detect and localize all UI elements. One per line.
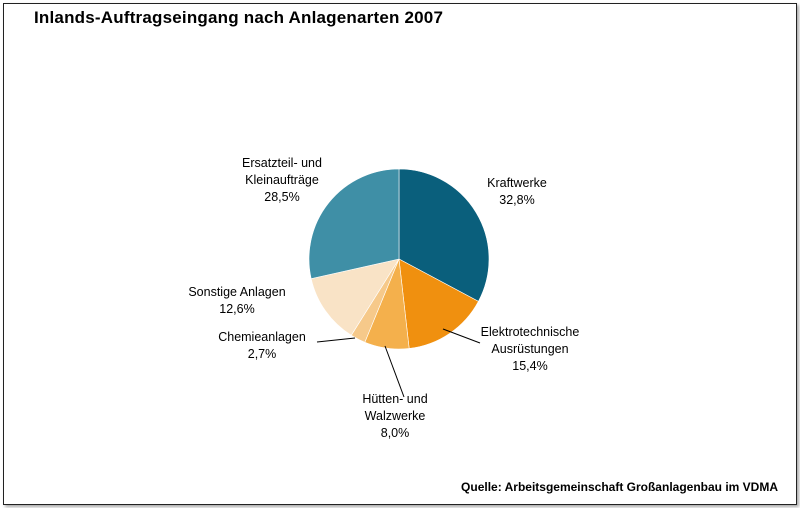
- source-note: Quelle: Arbeitsgemeinschaft Großanlagenb…: [461, 480, 778, 494]
- slice-category-label: Hütten- und: [362, 392, 427, 406]
- slice-category-label: Ersatzteil- und: [242, 156, 322, 170]
- pie-slice: [398, 168, 490, 302]
- slice-category-label: Sonstige Anlagen: [188, 285, 285, 299]
- slice-value-label: 12,6%: [219, 302, 254, 316]
- slice-value-label: 15,4%: [512, 359, 547, 373]
- slice-category-label: Chemieanlagen: [218, 330, 306, 344]
- slice-category-label: Walzwerke: [365, 409, 426, 423]
- slice-value-label: 32,8%: [499, 193, 534, 207]
- pie-slice: [308, 168, 400, 279]
- leader-line: [316, 337, 356, 343]
- chart-title: Inlands-Auftragseingang nach Anlagenarte…: [34, 8, 444, 27]
- slice-category-label: Elektrotechnische: [481, 325, 580, 339]
- pie-slice: [310, 258, 400, 336]
- pie-slice: [398, 258, 479, 349]
- slice-category-label: Ausrüstungen: [491, 342, 568, 356]
- slice-value-label: 8,0%: [381, 426, 410, 440]
- slice-value-label: 2,7%: [248, 347, 277, 361]
- slice-category-label: Kraftwerke: [487, 176, 547, 190]
- slice-category-label: Kleinaufträge: [245, 173, 319, 187]
- slice-value-label: 28,5%: [264, 190, 299, 204]
- leader-line: [384, 345, 405, 398]
- leader-line: [442, 328, 481, 344]
